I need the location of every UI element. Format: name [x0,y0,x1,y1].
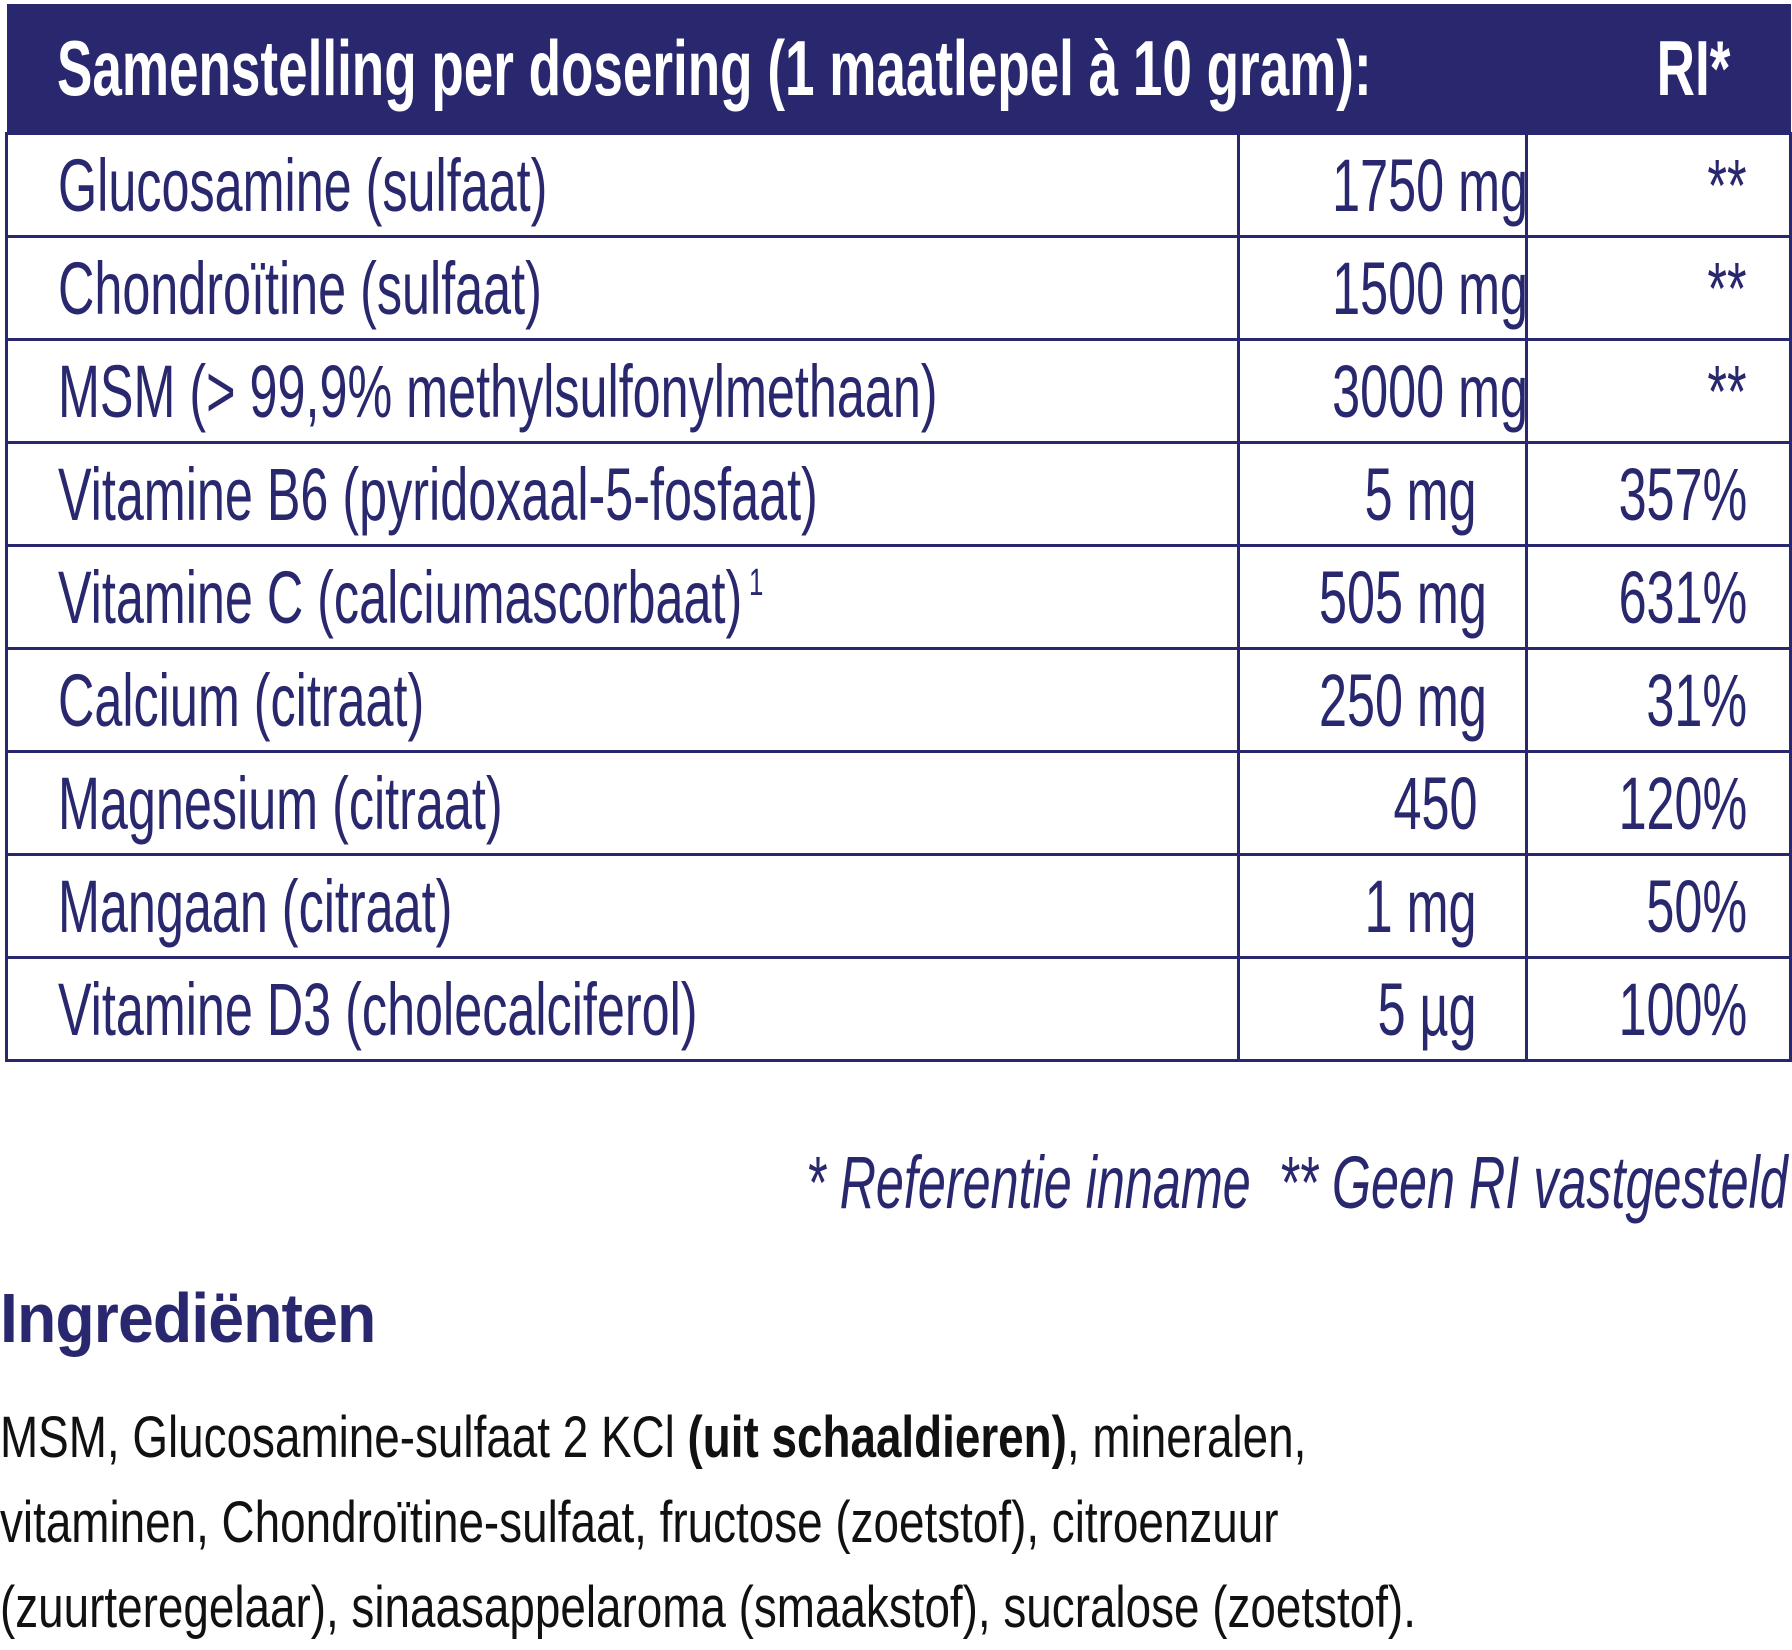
table-row: Vitamine B6 (pyridoxaal-5-fosfaat) 5 mg 35… [5,441,1792,547]
nutrient-ri: 100% [1525,956,1792,1062]
ingredients-title: Ingrediënten [0,1279,376,1357]
ingredients-line: (zuurteregelaar), sinaasappelaroma (smaa… [0,1575,1416,1640]
header-ri: RI* [1526,4,1791,134]
nutrient-name: Vitamine D3 (cholecalciferol) [5,956,1240,1062]
nutrient-ri: ** [1525,338,1792,444]
nutrient-amount: 450 [1237,750,1528,856]
footnote: * Referentie inname ** Geen RI vastgeste… [806,1141,1788,1224]
nutrient-name: Chondroïtine (sulfaat) [5,235,1240,341]
nutrient-name: Vitamine C (calciumascorbaat) 1 [5,544,1240,650]
nutrient-amount: 5 mg [1237,441,1528,547]
nutrient-name: Mangaan (citraat) [5,853,1240,959]
footnote-marker: 1 [749,561,764,604]
allergen-warning: (uit schaaldieren) [687,1405,1067,1470]
nutrient-ri: 120% [1525,750,1792,856]
table-row: Vitamine D3 (cholecalciferol) 5 µg 100% [5,956,1792,1062]
nutrient-name: Vitamine B6 (pyridoxaal-5-fosfaat) [5,441,1240,547]
nutrient-ri: 31% [1525,647,1792,753]
nutrient-ri: ** [1525,132,1792,238]
nutrient-amount: 1500 mg [1237,235,1528,341]
ingredients-line: MSM, Glucosamine-sulfaat 2 KCl (uit scha… [0,1405,1307,1470]
table-row: Magnesium (citraat) 450 120% [5,750,1792,856]
table-row: Vitamine C (calciumascorbaat) 1 505 mg 631% [5,544,1792,650]
nutrient-amount: 3000 mg [1237,338,1528,444]
table-row: Mangaan (citraat) 1 mg 50% [5,853,1792,959]
nutrient-name: Magnesium (citraat) [5,750,1240,856]
nutrient-name: Glucosamine (sulfaat) [5,132,1240,238]
table-row: MSM (> 99,9% methylsulfonylmethaan) 3000 … [5,338,1792,444]
table-row: Calcium (citraat) 250 mg 31% [5,647,1792,753]
nutrient-ri: 631% [1525,544,1792,650]
nutrient-amount: 1 mg [1237,853,1528,959]
nutrient-name: MSM (> 99,9% methylsulfonylmethaan) [5,338,1240,444]
table-header: Samenstelling per dosering (1 maatlepel … [6,4,1791,134]
header-composition: Samenstelling per dosering (1 maatlepel … [6,4,1527,134]
nutrient-ri: ** [1525,235,1792,341]
ingredients-line: vitaminen, Chondroïtine-sulfaat, fructos… [0,1490,1279,1555]
nutrient-name: Calcium (citraat) [5,647,1240,753]
nutrient-ri: 357% [1525,441,1792,547]
table-row: Glucosamine (sulfaat) 1750 mg ** [5,132,1792,238]
nutrient-amount: 5 µg [1237,956,1528,1062]
nutrient-ri: 50% [1525,853,1792,959]
composition-table: Samenstelling per dosering (1 maatlepel … [5,4,1792,1062]
nutrient-amount: 505 mg [1237,544,1528,650]
nutrient-amount: 250 mg [1237,647,1528,753]
nutrient-amount: 1750 mg [1237,132,1528,238]
table-row: Chondroïtine (sulfaat) 1500 mg ** [5,235,1792,341]
ingredients-text: MSM, Glucosamine-sulfaat 2 KCl (uit scha… [0,1395,1792,1650]
